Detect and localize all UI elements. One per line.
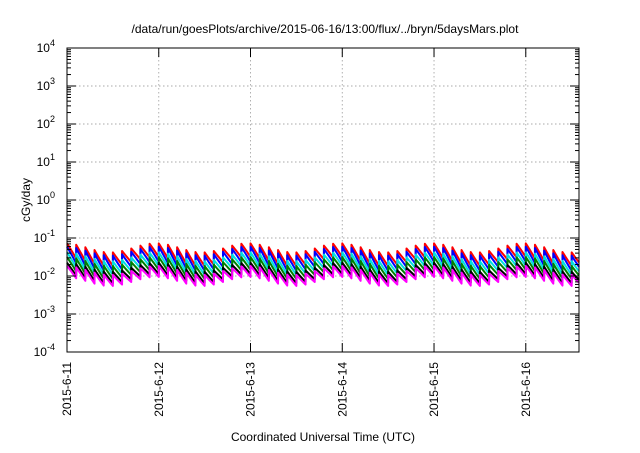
x-tick-label: 2015-6-15 (427, 362, 441, 417)
x-axis-tick-labels: 2015-6-11 2015-6-12 2015-6-13 2015-6-14 2015… (60, 362, 533, 417)
y-axis-tick-labels: 10-4 10-3 10-2 10-1 100 101 102 103 104 (34, 38, 55, 359)
x-tick-label: 2015-6-11 (60, 362, 74, 416)
x-axis-label: Coordinated Universal Time (UTC) (231, 430, 415, 444)
series-lines (66, 242, 580, 287)
series-line (66, 264, 580, 287)
chart-title: /data/run/goesPlots/archive/2015-06-16/1… (132, 22, 520, 36)
x-tick-label: 2015-6-13 (244, 362, 258, 417)
y-tick-label: 10-2 (34, 266, 55, 283)
y-tick-label: 102 (37, 114, 55, 131)
y-tick-label: 101 (37, 152, 55, 169)
grid-lines (67, 48, 579, 352)
x-tick-label: 2015-6-12 (152, 362, 166, 417)
y-tick-label: 103 (37, 76, 55, 93)
plot-frame (66, 47, 580, 353)
x-tick-label: 2015-6-14 (335, 362, 349, 417)
x-tick-label: 2015-6-16 (519, 362, 533, 417)
y-tick-label: 10-1 (34, 228, 55, 245)
y-tick-label: 10-4 (34, 342, 55, 359)
y-tick-label: 10-3 (34, 304, 55, 321)
y-tick-label: 100 (37, 190, 55, 207)
y-axis-label: cGy/day (19, 178, 33, 222)
y-tick-label: 104 (37, 38, 55, 55)
